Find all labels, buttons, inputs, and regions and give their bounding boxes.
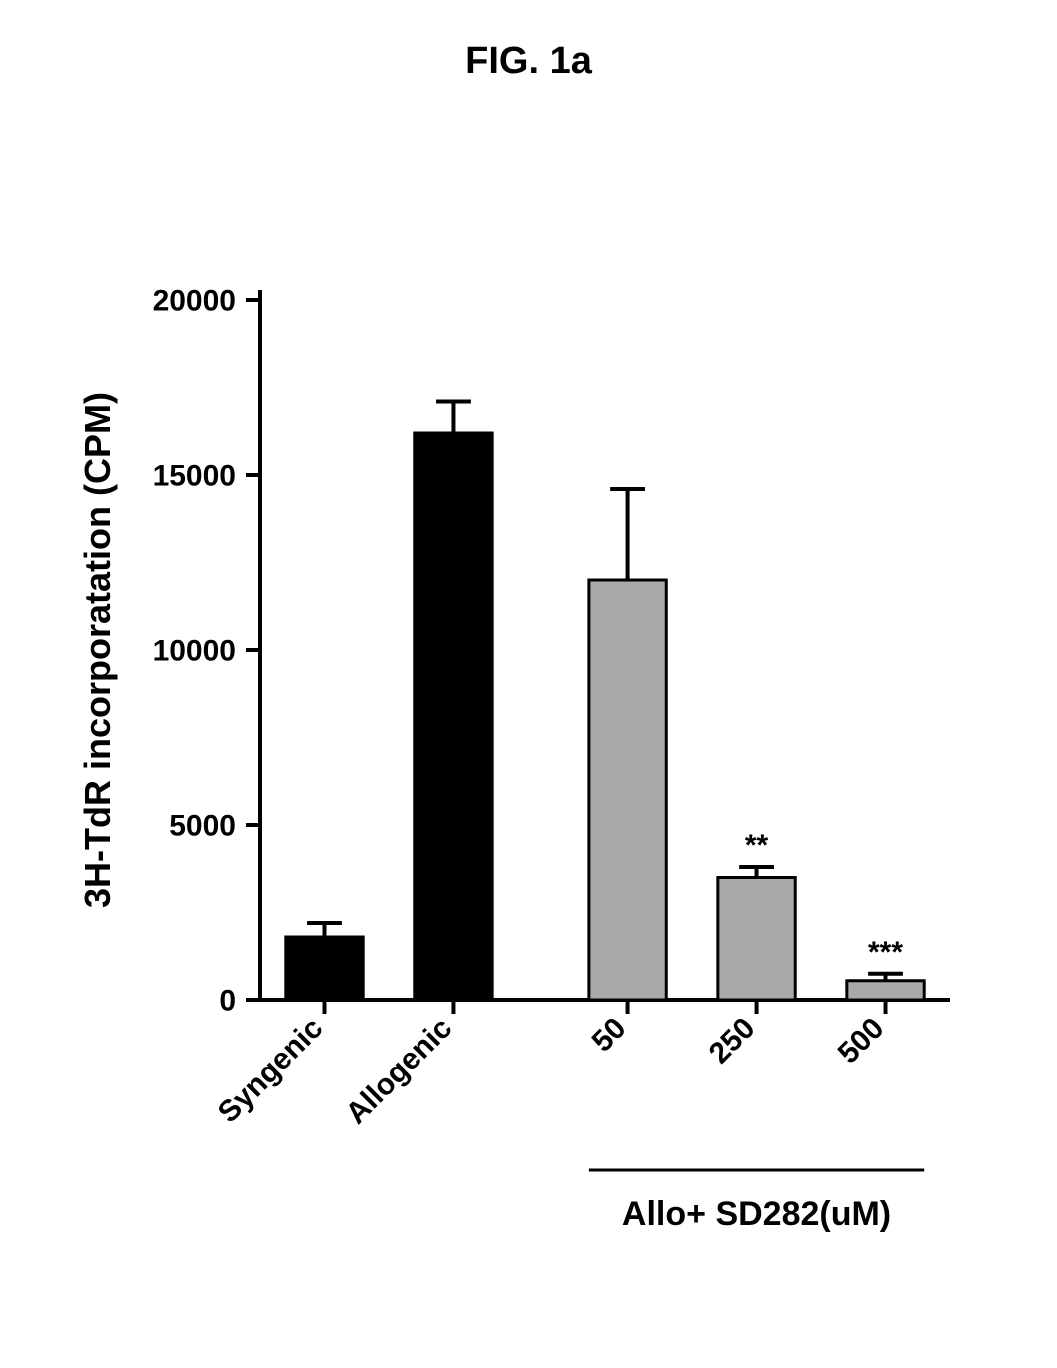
x-tick-label: Allogenic	[340, 1012, 459, 1131]
y-tick-label: 15000	[153, 460, 236, 493]
bar	[847, 981, 924, 1000]
y-tick-label: 10000	[153, 635, 236, 668]
bar-chart: 0 5000 10000 15000 20000 3H-TdR incorporatati…	[60, 270, 980, 1330]
x-tick-label: 250	[703, 1012, 762, 1071]
bar	[718, 878, 795, 1001]
x-tick-label: 50	[586, 1012, 633, 1059]
y-tick-label: 20000	[153, 285, 236, 318]
x-tick-label: Syngenic	[212, 1012, 330, 1130]
group-label: Allo+ SD282(uM)	[622, 1195, 891, 1233]
bar	[286, 937, 363, 1000]
significance-marker: ***	[868, 936, 903, 969]
y-tick-label: 0	[219, 985, 236, 1018]
y-tick-label: 5000	[169, 810, 236, 843]
figure-title: FIG. 1a	[0, 40, 1057, 83]
page: FIG. 1a 0 5000 10000 15000 20000 3H-TdR incor…	[0, 0, 1057, 1368]
significance-marker: **	[745, 829, 769, 862]
y-axis-label: 3H-TdR incorporatation (CPM)	[77, 392, 118, 908]
bar	[589, 580, 666, 1000]
bar	[415, 433, 492, 1000]
x-tick-label: 500	[832, 1012, 891, 1071]
